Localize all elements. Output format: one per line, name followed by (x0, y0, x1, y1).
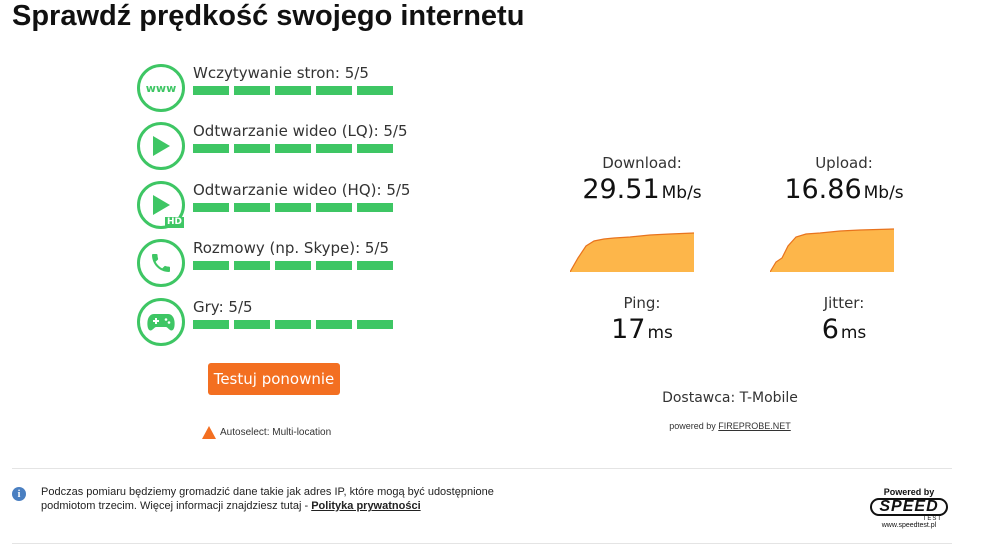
quality-bar-segment (234, 203, 270, 212)
phone-icon (137, 239, 185, 287)
quality-bar-segment (234, 261, 270, 270)
download-label: Download: (602, 154, 682, 172)
divider (12, 543, 952, 544)
upload-value-wrap: 16.86 Mb/s (764, 174, 924, 205)
download-value: 29.51 (582, 174, 660, 205)
info-icon: i (12, 487, 26, 501)
quality-bar-segment (234, 144, 270, 153)
retest-button[interactable]: Testuj ponownie (208, 363, 340, 395)
quality-bar-segment (357, 203, 393, 212)
upload-label: Upload: (815, 154, 873, 172)
www-icon: www (137, 64, 185, 112)
divider (12, 468, 952, 469)
quality-label: Gry: 5/5 (193, 298, 253, 316)
autoselect-label: Autoselect: Multi-location (220, 427, 332, 438)
download-graph-area (570, 233, 694, 272)
ping-value: 17 (611, 314, 646, 345)
upload-value: 16.86 (784, 174, 862, 205)
ping-metric: Ping: 17 ms (562, 294, 722, 345)
speedtest-powered-by: Powered by (883, 487, 935, 497)
autoselect-server[interactable]: Autoselect: Multi-location (202, 426, 331, 439)
quality-bar-segment (316, 86, 352, 95)
download-unit: Mb/s (661, 183, 702, 203)
quality-bar-segment (275, 144, 311, 153)
upload-graph (770, 228, 894, 272)
privacy-policy-link[interactable]: Polityka prywatności (311, 500, 421, 512)
quality-label: Odtwarzanie wideo (LQ): 5/5 (193, 122, 408, 140)
speedtest-url: www.speedtest.pl (881, 522, 937, 529)
ping-label: Ping: (623, 294, 661, 312)
fireprobe-link[interactable]: FIREPROBE.NET (718, 421, 791, 431)
quality-bars (193, 144, 393, 153)
www-icon-text: www (145, 81, 177, 95)
quality-bar-segment (193, 86, 229, 95)
quality-bar-segment (275, 320, 311, 329)
quality-bar-segment (316, 320, 352, 329)
privacy-notice: Podczas pomiaru będziemy gromadzić dane … (41, 485, 521, 513)
gamepad-icon (137, 298, 185, 346)
quality-bar-segment (316, 203, 352, 212)
speedtest-logo[interactable]: Powered by SPEED TEST www.speedtest.pl (866, 487, 952, 529)
quality-label: Rozmowy (np. Skype): 5/5 (193, 239, 390, 257)
jitter-label: Jitter: (823, 294, 865, 312)
play-hd-icon: HD (137, 181, 185, 229)
quality-label: Wczytywanie stron: 5/5 (193, 64, 369, 82)
upload-graph-line (770, 228, 894, 272)
quality-bar-segment (275, 86, 311, 95)
quality-bar-segment (193, 203, 229, 212)
quality-bars (193, 203, 393, 212)
upload-graph-area (770, 229, 894, 272)
quality-bar-segment (234, 320, 270, 329)
quality-bar-segment (193, 261, 229, 270)
jitter-value: 6 (821, 314, 839, 345)
quality-bar-segment (275, 261, 311, 270)
privacy-notice-text: Podczas pomiaru będziemy gromadzić dane … (41, 486, 494, 512)
quality-bars (193, 261, 393, 270)
provider-info: Dostawca: T-Mobile (662, 390, 798, 406)
quality-bar-segment (357, 320, 393, 329)
warning-triangle-icon (202, 426, 216, 439)
quality-row-calls: Rozmowy (np. Skype): 5/5 (137, 239, 407, 289)
play-icon (137, 122, 185, 170)
quality-bar-segment (357, 144, 393, 153)
ping-value-wrap: 17 ms (562, 314, 722, 345)
hd-badge: HD (164, 217, 184, 228)
quality-bar-segment (316, 261, 352, 270)
quality-bar-segment (357, 261, 393, 270)
speedtest-word: SPEED (870, 498, 948, 516)
quality-bar-segment (234, 86, 270, 95)
upload-unit: Mb/s (863, 183, 904, 203)
quality-bar-segment (357, 86, 393, 95)
download-value-wrap: 29.51 Mb/s (562, 174, 722, 205)
quality-row-web: www Wczytywanie stron: 5/5 (137, 64, 407, 114)
page-title: Sprawdź prędkość swojego internetu (12, 0, 525, 32)
quality-row-video-lq: Odtwarzanie wideo (LQ): 5/5 (137, 122, 408, 172)
jitter-metric: Jitter: 6 ms (764, 294, 924, 345)
powered-by-prefix: powered by (669, 421, 719, 431)
powered-by: powered by FIREPROBE.NET (630, 421, 830, 431)
quality-bars (193, 86, 393, 95)
quality-bars (193, 320, 393, 329)
quality-bar-segment (275, 203, 311, 212)
ping-unit: ms (647, 323, 673, 343)
jitter-value-wrap: 6 ms (764, 314, 924, 345)
download-graph-line (570, 232, 694, 272)
quality-row-video-hq: HD Odtwarzanie wideo (HQ): 5/5 (137, 181, 411, 231)
quality-bar-segment (316, 144, 352, 153)
download-metric: Download: 29.51 Mb/s (562, 154, 722, 205)
quality-label: Odtwarzanie wideo (HQ): 5/5 (193, 181, 411, 199)
upload-metric: Upload: 16.86 Mb/s (764, 154, 924, 205)
download-graph (570, 232, 694, 272)
quality-bar-segment (193, 144, 229, 153)
speedtest-test: TEST (922, 516, 942, 522)
quality-row-games: Gry: 5/5 (137, 298, 407, 348)
jitter-unit: ms (840, 323, 867, 343)
quality-bar-segment (193, 320, 229, 329)
